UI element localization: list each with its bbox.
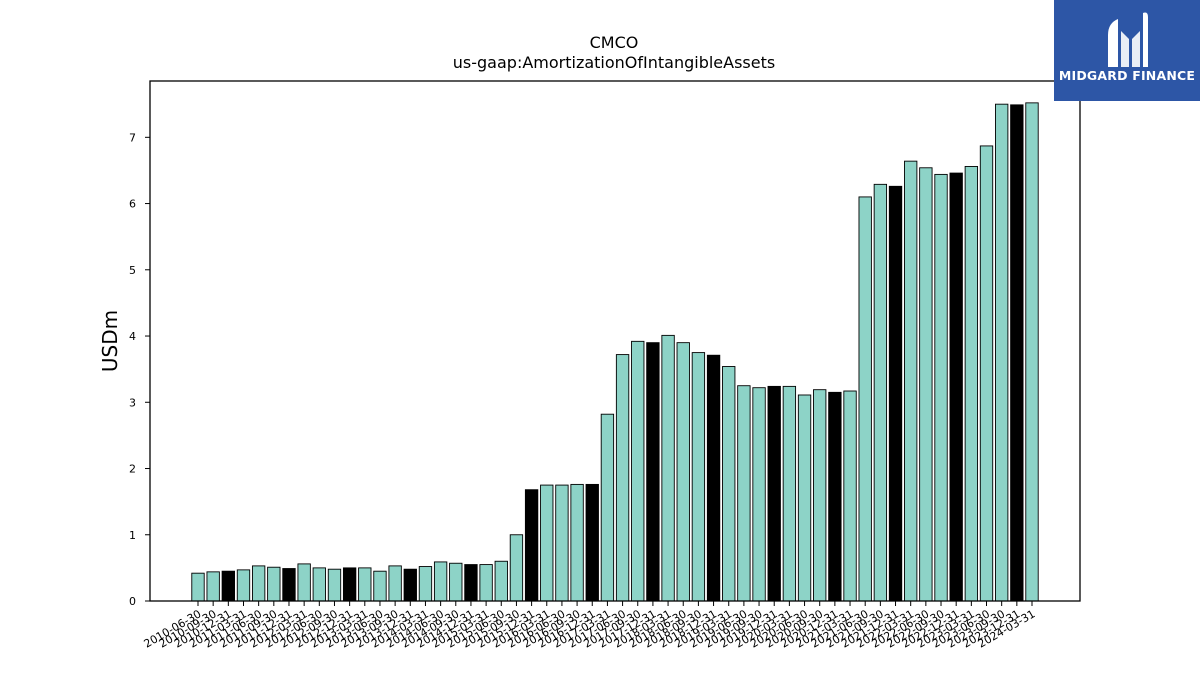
bar-2011-06-30 — [251, 565, 266, 602]
bar-2019-03-31 — [722, 366, 736, 602]
bar-2024-03-31 — [1025, 102, 1039, 602]
y-tick-label: 7 — [129, 131, 136, 144]
y-tick-label: 0 — [129, 595, 136, 608]
bar-2014-09-30 — [449, 562, 463, 602]
bar-2015-06-30 — [494, 560, 508, 602]
midgard-logo-icon — [1108, 12, 1148, 67]
brand-name: MIDGARD FINANCE — [1058, 68, 1196, 83]
plot-frame — [149, 80, 1081, 602]
bar-2018-03-31 — [661, 334, 675, 602]
bar-2018-06-30 — [676, 342, 690, 602]
chart-title: CMCO — [590, 33, 639, 52]
bar-2012-09-30 — [327, 568, 342, 602]
bar-2013-06-30 — [373, 570, 387, 602]
bar-2011-09-30 — [267, 566, 281, 602]
bar-2014-03-31 — [418, 566, 433, 602]
bar-2015-12-31 — [524, 489, 539, 602]
y-tick-label: 1 — [129, 529, 136, 542]
bar-2021-06-30 — [858, 196, 872, 602]
bar-2021-12-31 — [888, 185, 903, 602]
bar-2017-12-31 — [646, 342, 660, 602]
bar-2019-09-30 — [752, 387, 766, 602]
bar-2022-03-31 — [904, 160, 918, 602]
bar-2023-06-30 — [979, 145, 994, 602]
bar-2018-12-31 — [706, 354, 721, 602]
bar-2023-12-31 — [1010, 104, 1024, 602]
bar-2020-09-30 — [813, 389, 827, 602]
bar-2010-12-31 — [221, 570, 235, 602]
bar-2016-12-31 — [585, 483, 599, 602]
bar-2010-09-30 — [206, 571, 220, 602]
chart-subtitle: us-gaap:AmortizationOfIntangibleAssets — [453, 53, 775, 72]
y-tick-label: 2 — [129, 463, 136, 476]
bar-2013-12-31 — [403, 568, 417, 602]
bar-2012-06-30 — [312, 567, 326, 602]
bar-2023-03-31 — [964, 165, 979, 602]
bar-2022-09-30 — [934, 173, 948, 602]
bar-2020-12-31 — [828, 391, 842, 602]
bar-2015-09-30 — [509, 534, 524, 602]
bar-2019-12-31 — [767, 385, 781, 602]
x-axis-ticks: 2010-06-302010-09-302010-12-312011-03-31… — [142, 601, 1038, 651]
bar-2016-09-30 — [570, 483, 584, 602]
bar-2016-03-31 — [540, 484, 554, 602]
y-axis-ticks: 0 1 2 3 4 5 6 7 — [129, 131, 150, 608]
bar-2012-03-31 — [297, 563, 311, 602]
bar-2014-06-30 — [433, 561, 448, 602]
bar-2012-12-31 — [342, 567, 357, 602]
bar-2023-09-30 — [995, 103, 1009, 602]
bar-2020-03-31 — [782, 385, 797, 602]
bar-2021-09-30 — [873, 183, 888, 602]
bar-2013-09-30 — [388, 565, 402, 602]
bar-2018-09-30 — [691, 352, 706, 602]
y-tick-label: 5 — [129, 264, 136, 277]
bar-2022-06-30 — [919, 167, 933, 602]
bar-2013-03-31 — [358, 567, 372, 602]
y-tick-label: 3 — [129, 396, 136, 409]
bar-2011-03-31 — [236, 569, 251, 602]
bar-2016-06-30 — [555, 484, 569, 602]
bars-group — [191, 102, 1039, 602]
y-tick-label: 6 — [129, 198, 136, 211]
bar-2021-03-31 — [843, 390, 857, 602]
bar-2022-12-31 — [949, 172, 963, 602]
bar-2017-09-30 — [631, 340, 645, 602]
bar-2019-06-30 — [737, 385, 751, 602]
bar-2011-12-31 — [282, 568, 296, 602]
brand-logo: MIDGARD FINANCE — [1054, 0, 1200, 101]
y-tick-label: 4 — [129, 330, 136, 343]
bar-2017-06-30 — [615, 354, 630, 602]
bar-2015-03-31 — [479, 564, 493, 602]
bar-2010-06-30 — [191, 572, 205, 602]
bar-2017-03-31 — [600, 413, 615, 602]
bar-2014-12-31 — [464, 564, 478, 602]
y-axis-label: USDm — [98, 310, 122, 372]
bar-2020-06-30 — [797, 394, 812, 602]
